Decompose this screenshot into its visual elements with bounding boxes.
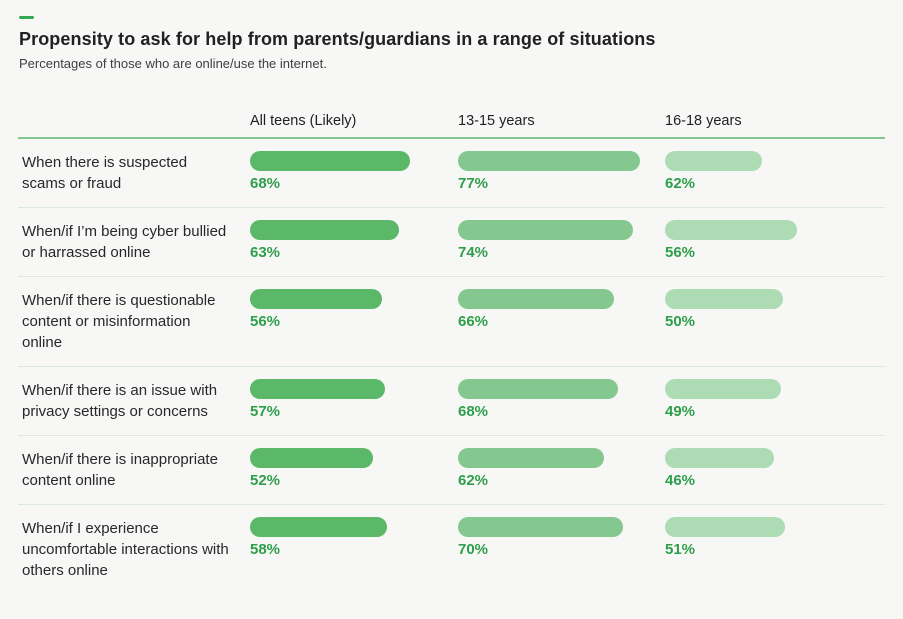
value-bar — [250, 151, 410, 171]
value-bar — [250, 379, 385, 399]
table-row: When/if there is questionable content or… — [18, 277, 885, 367]
value-cell: 49% — [665, 379, 877, 422]
value-label: 56% — [250, 313, 281, 330]
accent-dash — [19, 16, 34, 19]
value-label: 70% — [458, 541, 489, 558]
column-header-row: All teens (Likely) 13-15 years 16-18 yea… — [18, 72, 885, 139]
column-header-16-18: 16-18 years — [665, 113, 742, 129]
page-subtitle: Percentages of those who are online/use … — [19, 56, 327, 71]
value-label: 63% — [250, 244, 281, 261]
value-label: 62% — [665, 175, 696, 192]
table-row: When/if I experience uncomfortable inter… — [18, 505, 885, 594]
value-label: 51% — [665, 541, 696, 558]
value-cell: 62% — [458, 448, 665, 491]
value-bar — [665, 220, 797, 240]
table-row: When/if there is inappropriate content o… — [18, 436, 885, 505]
row-label: When there is suspected scams or fraud — [22, 154, 188, 192]
value-bar — [250, 220, 399, 240]
value-bar — [250, 289, 382, 309]
value-label: 50% — [665, 313, 696, 330]
value-label: 77% — [458, 175, 489, 192]
value-label: 57% — [250, 403, 281, 420]
value-label: 52% — [250, 472, 281, 489]
value-cell: 74% — [458, 220, 665, 263]
value-label: 58% — [250, 541, 281, 558]
value-label: 68% — [250, 175, 281, 192]
value-label: 49% — [665, 403, 696, 420]
page-title: Propensity to ask for help from parents/… — [19, 29, 656, 49]
value-cell: 52% — [250, 448, 458, 491]
value-bar — [665, 151, 762, 171]
value-cell: 63% — [250, 220, 458, 263]
table-row: When/if there is an issue with privacy s… — [18, 367, 885, 436]
value-cell: 68% — [250, 151, 458, 194]
column-header-all-teens: All teens (Likely) — [250, 113, 357, 129]
value-bar — [458, 220, 633, 240]
value-label: 62% — [458, 472, 489, 489]
row-label: When/if I experience uncomfortable inter… — [22, 520, 229, 579]
value-label: 56% — [665, 244, 696, 261]
value-cell: 50% — [665, 289, 877, 353]
value-bar — [458, 289, 614, 309]
column-header-spacer — [18, 112, 250, 130]
help-propensity-table: All teens (Likely) 13-15 years 16-18 yea… — [18, 72, 885, 594]
value-label: 74% — [458, 244, 489, 261]
value-cell: 77% — [458, 151, 665, 194]
row-label: When/if there is inappropriate content o… — [22, 451, 218, 489]
table-row: When there is suspected scams or fraud 6… — [18, 139, 885, 208]
value-cell: 51% — [665, 517, 877, 581]
row-label: When/if there is questionable content or… — [22, 292, 216, 351]
value-cell: 68% — [458, 379, 665, 422]
value-cell: 66% — [458, 289, 665, 353]
value-cell: 57% — [250, 379, 458, 422]
value-bar — [665, 289, 783, 309]
row-label: When/if I’m being cyber bullied or harra… — [22, 223, 227, 261]
value-bar — [458, 517, 623, 537]
table-row: When/if I’m being cyber bullied or harra… — [18, 208, 885, 277]
value-bar — [665, 448, 774, 468]
value-label: 68% — [458, 403, 489, 420]
value-cell: 70% — [458, 517, 665, 581]
value-label: 46% — [665, 472, 696, 489]
value-bar — [665, 379, 781, 399]
row-label: When/if there is an issue with privacy s… — [22, 382, 218, 420]
value-cell: 46% — [665, 448, 877, 491]
value-cell: 56% — [665, 220, 877, 263]
value-bar — [250, 517, 387, 537]
value-bar — [458, 379, 618, 399]
column-header-13-15: 13-15 years — [458, 113, 535, 129]
value-cell: 62% — [665, 151, 877, 194]
value-label: 66% — [458, 313, 489, 330]
value-bar — [665, 517, 785, 537]
value-bar — [458, 151, 640, 171]
value-bar — [250, 448, 373, 468]
value-bar — [458, 448, 604, 468]
value-cell: 58% — [250, 517, 458, 581]
value-cell: 56% — [250, 289, 458, 353]
